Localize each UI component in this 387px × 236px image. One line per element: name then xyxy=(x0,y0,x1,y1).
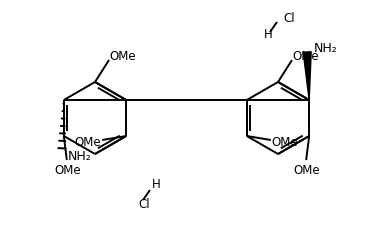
Text: Cl: Cl xyxy=(283,12,295,25)
Text: NH₂: NH₂ xyxy=(68,149,92,163)
Text: NH₂: NH₂ xyxy=(313,42,337,55)
Text: Cl: Cl xyxy=(138,198,150,211)
Text: H: H xyxy=(152,178,161,191)
Polygon shape xyxy=(303,52,311,100)
Text: OMe: OMe xyxy=(110,51,136,63)
Text: OMe: OMe xyxy=(75,135,101,148)
Text: H: H xyxy=(264,29,273,42)
Text: OMe: OMe xyxy=(293,51,319,63)
Text: OMe: OMe xyxy=(55,164,81,177)
Text: OMe: OMe xyxy=(294,164,320,177)
Text: OMe: OMe xyxy=(272,135,298,148)
